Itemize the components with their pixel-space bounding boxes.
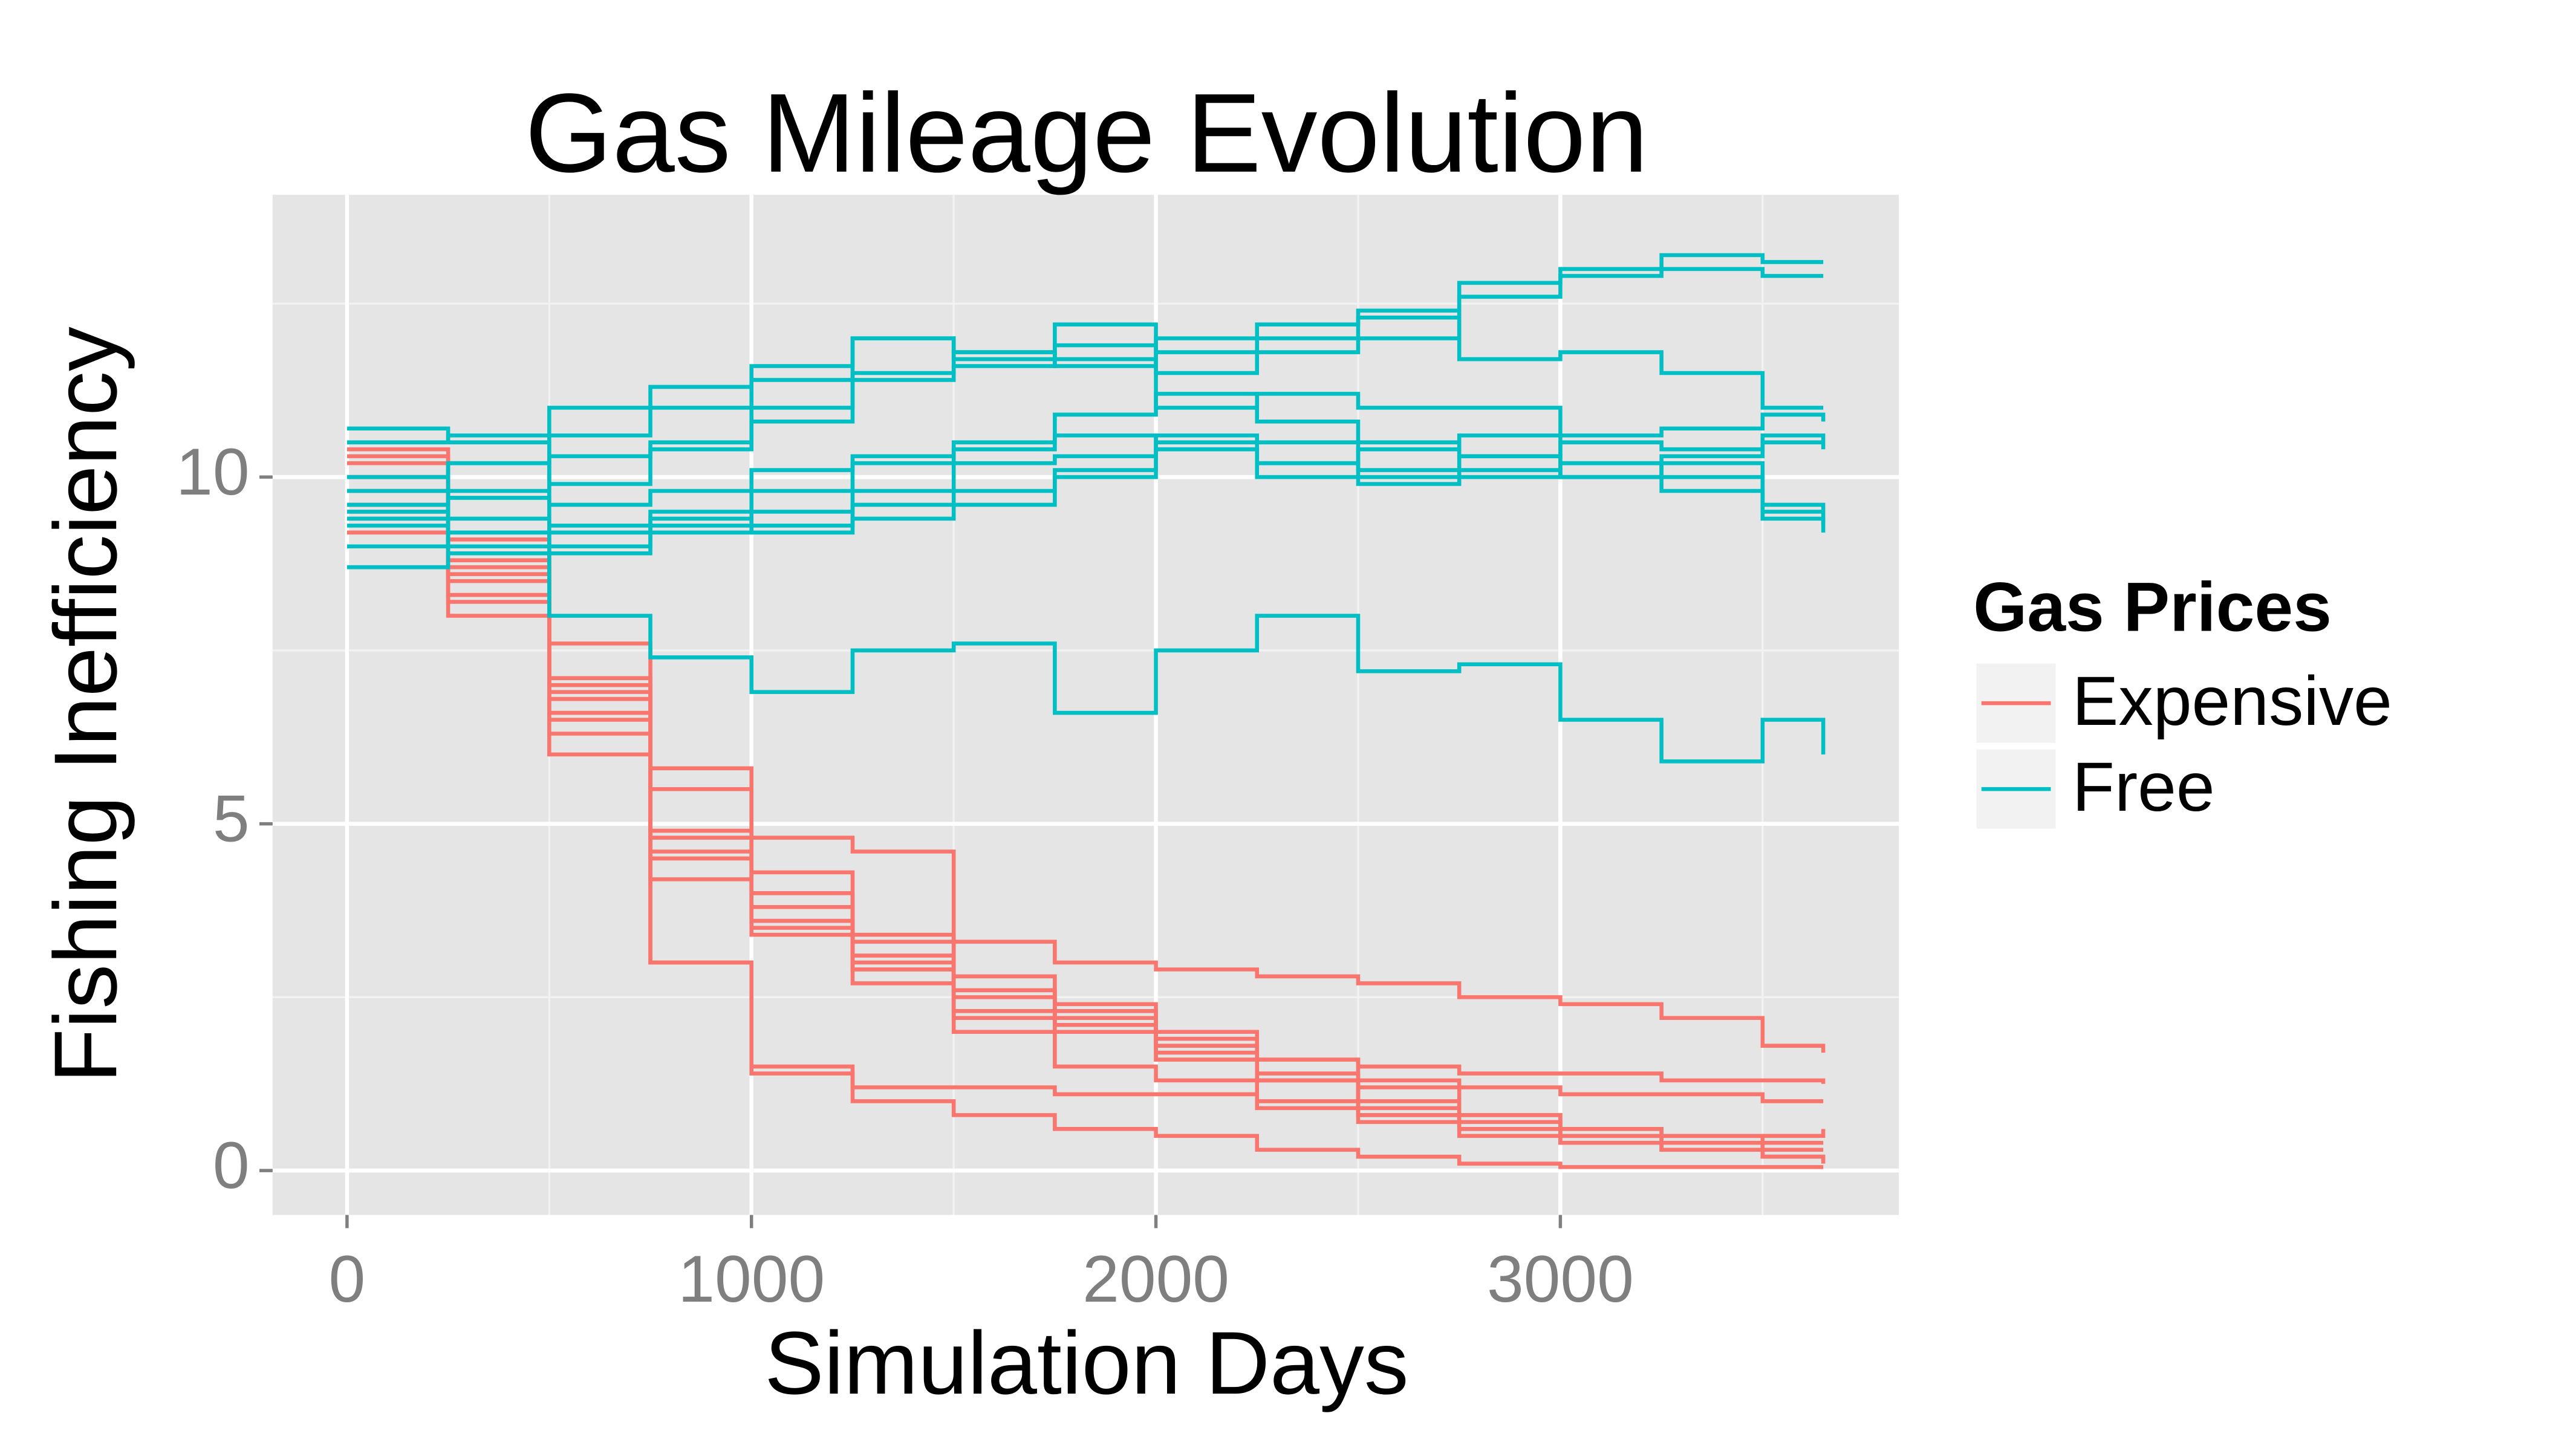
- series-line: [346, 475, 1824, 1159]
- x-axis-title: Simulation Days: [764, 1314, 1408, 1413]
- y-tick-label: 5: [213, 782, 250, 855]
- series-line: [346, 440, 1826, 570]
- axes: 0 1000 2000 3000 0 5 10: [176, 435, 1634, 1316]
- y-tick-label: 10: [176, 435, 249, 509]
- series-line: [346, 502, 1826, 764]
- y-tick-label: 0: [213, 1129, 250, 1203]
- x-tick-label: 3000: [1487, 1242, 1634, 1316]
- y-axis-title: Fishing Inefficiency: [36, 326, 135, 1083]
- series-line: [346, 392, 1824, 507]
- legend: Gas Prices Expensive Free: [1973, 568, 2392, 829]
- x-tick-label: 1000: [678, 1242, 825, 1316]
- series-line: [346, 461, 1824, 1169]
- plot-panel: [272, 195, 1899, 1215]
- series-line: [346, 322, 1826, 486]
- x-tick-label: 0: [329, 1242, 366, 1316]
- legend-label: Free: [2072, 748, 2215, 826]
- lines: [346, 253, 1826, 1169]
- series-line: [346, 253, 1824, 444]
- legend-title: Gas Prices: [1973, 568, 2332, 646]
- series-line: [346, 308, 1824, 514]
- legend-label: Expensive: [2072, 663, 2392, 740]
- x-tick-label: 2000: [1082, 1242, 1229, 1316]
- chart-title: Gas Mileage Evolution: [525, 71, 1648, 196]
